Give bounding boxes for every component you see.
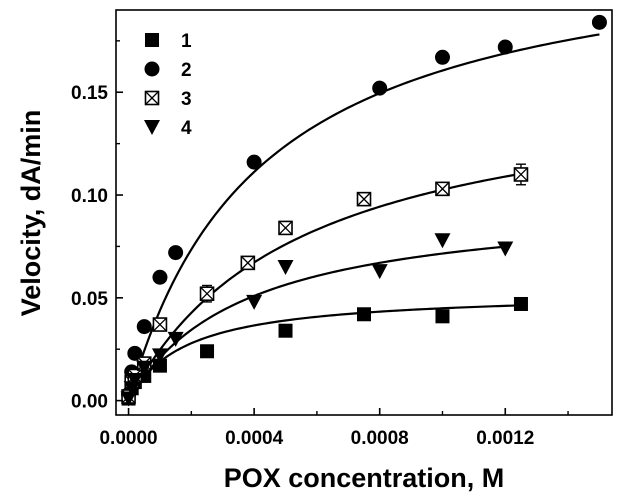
fit-curve-3 [127,172,522,402]
x-tick-label: 0.0008 [351,428,409,449]
data-point-series-3 [513,167,529,182]
y-tick-label: 0.15 [71,83,108,104]
x-tick-label: 0.0000 [99,428,157,449]
error-bars [123,163,526,402]
data-point-series-2 [591,14,607,30]
x-tick-label: 0.0012 [476,428,534,449]
data-point-series-2 [497,39,513,55]
legend-marker-4 [144,120,160,135]
data-point-series-3 [152,317,168,332]
data-point-series-4 [120,391,137,407]
fit-curve-1 [127,304,521,402]
x-tick-label: 0.0004 [225,428,284,449]
x-axis-label: POX concentration, M [224,463,505,493]
data-point-series-3 [278,220,293,236]
data-point-series-4 [136,360,153,376]
data-point-series-2 [434,49,450,65]
legend-label-2: 2 [181,60,192,81]
y-tick-label: 0.00 [71,392,108,413]
legend: 1 2 3 4 [144,31,192,139]
data-point-series-1 [513,296,528,311]
data-point-series-4 [371,264,388,280]
data-point-series-2 [136,319,152,335]
data-point-series-4 [434,233,451,249]
data-point-series-4 [277,259,294,275]
y-axis-ticks: 0.00 0.05 0.10 0.15 [71,40,123,413]
data-points [120,14,607,407]
data-point-series-3 [240,255,256,271]
data-point-series-4 [246,294,263,310]
legend-marker-2 [144,61,160,77]
data-point-series-2 [372,80,388,96]
legend-marker-3 [144,90,160,106]
data-point-series-3 [356,191,372,207]
data-point-series-1 [435,309,450,324]
fit-curves [127,33,600,402]
x-axis-ticks: 0.0000 0.0004 0.0008 0.0012 [99,408,569,449]
data-point-series-3 [199,286,215,302]
plot-frame [115,9,613,416]
data-point-series-4 [497,241,514,257]
legend-label-4: 4 [181,118,192,139]
data-point-series-1 [278,323,293,338]
legend-label-3: 3 [181,89,192,110]
y-tick-label: 0.10 [71,186,108,207]
data-point-series-2 [152,269,168,285]
data-point-series-2 [168,245,184,261]
legend-label-1: 1 [181,31,192,52]
legend-marker-1 [145,33,159,47]
data-point-series-1 [200,344,215,359]
data-point-series-2 [246,154,262,170]
data-point-series-1 [152,358,167,373]
data-point-series-3 [435,181,450,197]
data-point-series-4 [126,373,143,389]
fit-curve-2 [127,33,600,401]
fit-curve-4 [127,245,506,402]
y-axis-label: Velocity, dA/min [16,110,46,317]
y-tick-label: 0.05 [71,289,108,310]
data-point-series-4 [167,331,184,347]
data-point-series-1 [357,307,371,322]
data-point-series-4 [151,348,168,364]
